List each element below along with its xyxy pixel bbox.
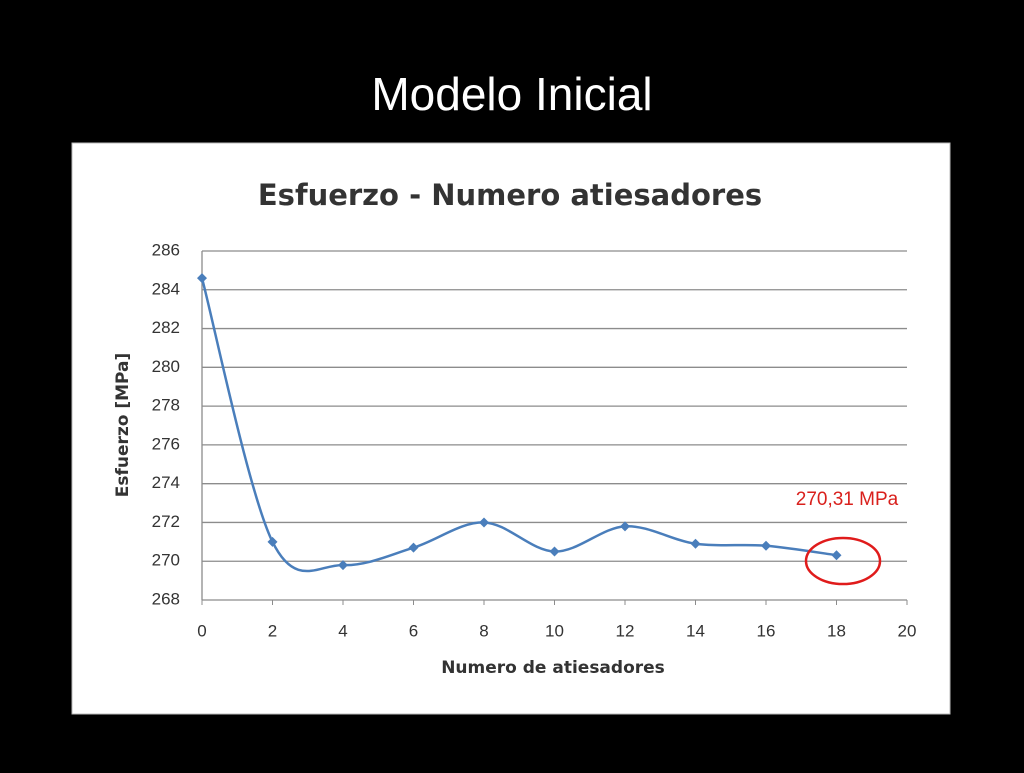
y-tick-label: 272	[152, 512, 180, 531]
x-tick-label: 0	[197, 621, 206, 640]
x-tick-label: 14	[686, 621, 705, 640]
x-tick-label: 12	[616, 621, 635, 640]
x-tick-label: 20	[898, 621, 917, 640]
x-tick-label: 4	[338, 621, 347, 640]
y-tick-label: 276	[152, 434, 180, 453]
x-tick-label: 2	[268, 621, 277, 640]
point-marker	[761, 540, 771, 551]
point-marker	[338, 560, 348, 571]
x-tick-label: 6	[409, 621, 418, 640]
y-tick-label: 284	[152, 279, 180, 298]
x-tick-label: 18	[827, 621, 846, 640]
point-marker	[267, 536, 278, 547]
point-marker	[479, 517, 489, 528]
x-tick-label: 16	[757, 621, 776, 640]
chart-box	[71, 142, 951, 715]
point-marker	[831, 550, 842, 561]
highlight-circle	[804, 536, 882, 586]
y-tick-label: 270	[152, 551, 180, 570]
x-tick-label: 8	[479, 621, 488, 640]
point-marker	[549, 546, 560, 557]
point-marker	[408, 542, 419, 553]
y-tick-label: 282	[152, 318, 180, 337]
point-marker	[690, 538, 701, 549]
annotation: 270,31 MPa	[796, 489, 899, 510]
point-marker	[620, 521, 630, 532]
x-tick-label: 10	[545, 621, 564, 640]
y-tick-label: 280	[152, 357, 180, 376]
y-tick-label: 286	[152, 240, 180, 259]
y-tick-label: 274	[152, 473, 180, 492]
slide-title: Modelo Inicial	[371, 68, 652, 120]
y-axis-label: Esfuerzo [MPa]	[113, 353, 133, 498]
chart-title: Esfuerzo - Numero atiesadores	[258, 178, 762, 212]
y-tick-label: 278	[152, 396, 180, 415]
y-tick-label: 268	[152, 589, 180, 608]
x-axis-label: Numero de atiesadores	[441, 658, 665, 678]
point-marker	[197, 273, 207, 284]
